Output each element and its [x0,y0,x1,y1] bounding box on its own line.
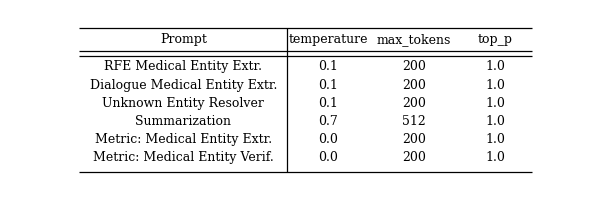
Text: 200: 200 [402,60,426,73]
Text: Unknown Entity Resolver: Unknown Entity Resolver [103,97,264,110]
Text: 200: 200 [402,97,426,110]
Text: 0.0: 0.0 [318,133,338,146]
Text: 1.0: 1.0 [486,151,505,164]
Text: 1.0: 1.0 [486,115,505,128]
Text: 512: 512 [402,115,426,128]
Text: RFE Medical Entity Extr.: RFE Medical Entity Extr. [104,60,262,73]
Text: max_tokens: max_tokens [377,33,451,46]
Text: Metric: Medical Entity Extr.: Metric: Medical Entity Extr. [95,133,272,146]
Text: 1.0: 1.0 [486,60,505,73]
Text: Summarization: Summarization [135,115,231,128]
Text: 0.1: 0.1 [318,60,338,73]
Text: Prompt: Prompt [160,33,207,46]
Text: temperature: temperature [288,33,368,46]
Text: 0.1: 0.1 [318,79,338,91]
Text: top_p: top_p [478,33,513,46]
Text: 1.0: 1.0 [486,79,505,91]
Text: 0.0: 0.0 [318,151,338,164]
Text: 200: 200 [402,151,426,164]
Text: 200: 200 [402,133,426,146]
Text: Dialogue Medical Entity Extr.: Dialogue Medical Entity Extr. [89,79,277,91]
Text: 0.7: 0.7 [318,115,338,128]
Text: 200: 200 [402,79,426,91]
Text: Metric: Medical Entity Verif.: Metric: Medical Entity Verif. [93,151,274,164]
Text: 0.1: 0.1 [318,97,338,110]
Text: 1.0: 1.0 [486,133,505,146]
Text: 1.0: 1.0 [486,97,505,110]
